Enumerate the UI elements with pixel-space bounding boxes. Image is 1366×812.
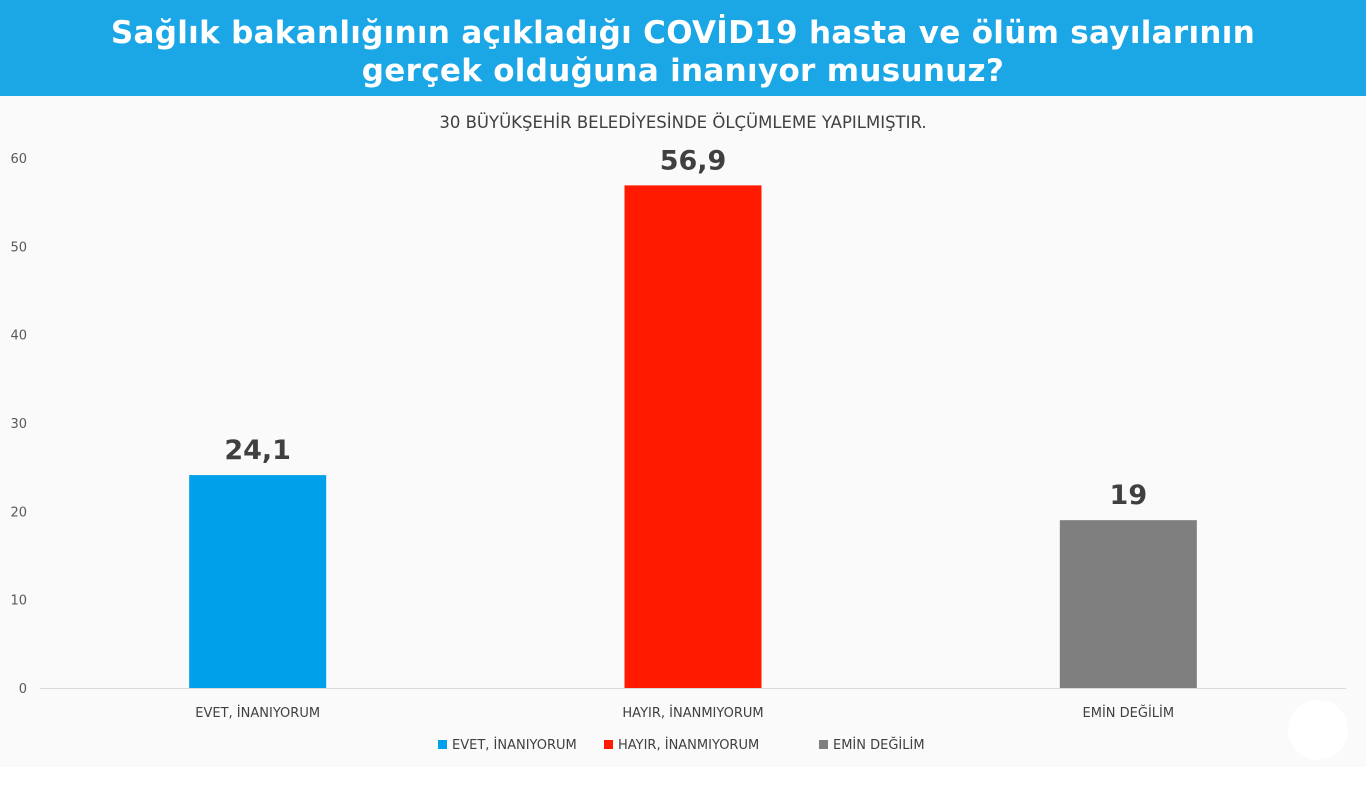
legend-swatch: [819, 740, 828, 749]
legend-label: EVET, İNANIYORUM: [452, 737, 577, 753]
chart-subtitle: 30 BÜYÜKŞEHİR BELEDİYESİNDE ÖLÇÜMLEME YA…: [439, 113, 927, 132]
chart-title: Sağlık bakanlığının açıkladığı COVİD19 h…: [0, 14, 1366, 90]
x-tick-label: EVET, İNANIYORUM: [195, 705, 320, 721]
footer-strip: [0, 767, 1366, 812]
chart-title-line-2: gerçek olduğuna inanıyor musunuz?: [361, 53, 1005, 89]
y-tick-label: 0: [19, 682, 27, 697]
x-tick-label: EMİN DEĞİLİM: [1083, 705, 1175, 721]
legend-label: HAYIR, İNANMIYORUM: [618, 737, 759, 753]
y-tick-label: 30: [10, 417, 27, 432]
bar: [624, 185, 762, 688]
bars: [189, 185, 1197, 688]
y-tick-label: 10: [10, 594, 27, 609]
y-tick-label: 40: [10, 329, 27, 344]
data-label: 56,9: [660, 145, 727, 176]
y-tick-label: 20: [10, 505, 27, 520]
legend: EVET, İNANIYORUM HAYIR, İNANMIYORUM EMİN D…: [438, 737, 925, 753]
bar: [1059, 520, 1197, 688]
x-axis: EVET, İNANIYORUM HAYIR, İNANMIYORUM EMİN D…: [40, 688, 1346, 721]
value-labels: 24,1 56,9 19: [224, 145, 1147, 511]
title-banner: Sağlık bakanlığının açıkladığı COVİD19 h…: [0, 0, 1366, 96]
legend-label: EMİN DEĞİLİM: [833, 737, 925, 753]
y-tick-label: 60: [10, 152, 27, 167]
legend-swatch: [604, 740, 613, 749]
legend-swatch: [438, 740, 447, 749]
y-axis: 0 10 20 30 40 50 60: [10, 152, 27, 697]
data-label: 24,1: [224, 435, 291, 466]
data-label: 19: [1110, 480, 1148, 511]
y-tick-label: 50: [10, 240, 27, 255]
x-tick-label: HAYIR, İNANMIYORUM: [622, 705, 763, 721]
corner-watermark: [1288, 700, 1348, 760]
bar: [189, 475, 327, 688]
chart-title-line-1: Sağlık bakanlığının açıkladığı COVİD19 h…: [110, 15, 1256, 51]
